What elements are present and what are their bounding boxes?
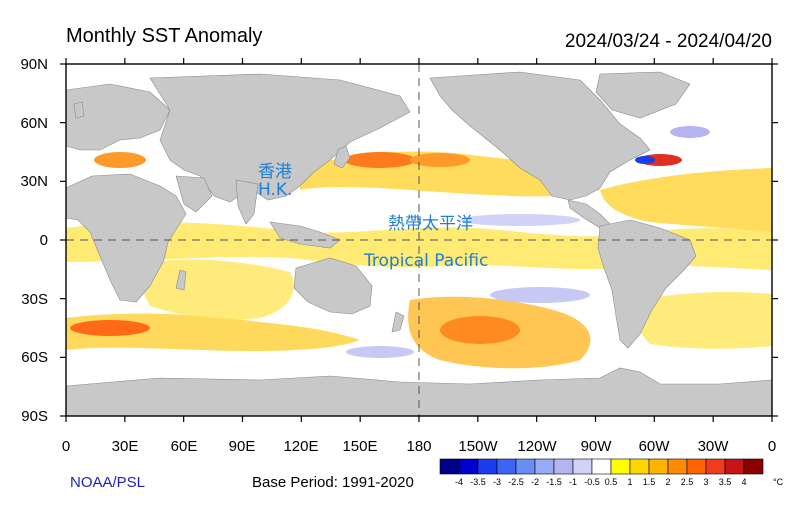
colorbar-swatch: [724, 458, 745, 475]
colorbar-tick-label: -1: [569, 477, 577, 487]
colorbar-tick-label: -4: [455, 477, 463, 487]
uk-land: [73, 101, 85, 119]
colorbar-swatch: [553, 458, 574, 475]
colorbar-tick-label: -1.5: [546, 477, 562, 487]
x-tick-label: 60E: [171, 438, 198, 455]
colorbar-swatch: [515, 458, 536, 475]
tick-marks: [60, 58, 778, 422]
south-pacific-hotspot: [440, 316, 520, 344]
new-zealand-land: [391, 311, 405, 333]
colorbar-tick-label: -2: [531, 477, 539, 487]
colorbar-swatch: [572, 458, 593, 475]
north-pacific-hotspot: [410, 153, 470, 167]
x-tick-label: 30E: [112, 438, 139, 455]
land-masses: [66, 71, 772, 416]
colorbar-swatch: [743, 458, 764, 475]
japan-land: [333, 145, 351, 169]
india-land: [235, 179, 259, 225]
x-tick-label: 30W: [698, 438, 730, 455]
europe-land: [66, 83, 171, 151]
kuroshio-hotspot: [344, 152, 416, 168]
gulf-stream-cool: [635, 156, 655, 164]
x-tick-label: 90W: [581, 438, 613, 455]
colorbar-tick-label: -2.5: [508, 477, 524, 487]
colorbar-tick-label: 2: [665, 477, 670, 487]
y-tick-label: 30S: [21, 291, 48, 308]
x-tick-label: 150W: [458, 438, 498, 455]
colorbar-swatch: [610, 458, 631, 475]
colorbar-tick-label: -3: [493, 477, 501, 487]
y-tick-label: 60N: [20, 115, 48, 132]
colorbar-tick-label: 1.5: [643, 477, 656, 487]
greenland-land: [595, 71, 691, 119]
colorbar-tick-label: 4: [741, 477, 746, 487]
x-tick-label: 120E: [283, 438, 318, 455]
colorbar-tick-label: -3.5: [470, 477, 486, 487]
tropical-pacific-label-english: Tropical Pacific: [363, 251, 488, 271]
south-pacific-cool: [346, 346, 414, 358]
south-america-land: [597, 219, 697, 349]
x-tick-label: 0: [768, 438, 776, 455]
atlantic-warm-band: [600, 168, 772, 232]
x-tick-label: 90E: [229, 438, 256, 455]
colorbar-swatch: [686, 458, 707, 475]
colorbar: -4 -3.5 -3 -2.5 -2 -1.5 -1 -0.5 0.5 1 1.5 2 2.5 3 3.5 4…: [439, 458, 784, 487]
cool-anomaly-fields: [346, 126, 710, 358]
colorbar-swatch: [534, 458, 555, 475]
x-tick-label: 180: [406, 438, 431, 455]
labrador-cool: [670, 126, 710, 138]
colorbar-swatch: [667, 458, 688, 475]
maritime-continent-land: [269, 221, 341, 249]
colorbar-swatch: [648, 458, 669, 475]
colorbar-swatch: [496, 458, 517, 475]
colorbar-swatch: [705, 458, 726, 475]
equatorial-pacific-cool: [460, 214, 580, 226]
colorbar-tick-label: 2.5: [681, 477, 694, 487]
y-axis-labels: 90N 60N 30N 0 30S 60S 90S: [20, 56, 48, 425]
southeast-pacific-cool: [490, 287, 590, 303]
arabia-land: [175, 175, 213, 213]
colorbar-swatch: [439, 458, 460, 475]
colorbar-unit-label: °C: [773, 477, 784, 487]
colorbar-tick-label: 3: [703, 477, 708, 487]
colorbar-swatch: [458, 458, 479, 475]
south-atlantic-warm-band: [635, 292, 772, 349]
colorbar-swatch: [477, 458, 498, 475]
australia-land: [293, 257, 373, 315]
south-indian-hotspot: [70, 320, 150, 336]
credit-label: NOAA/PSL: [70, 474, 146, 491]
map-title: Monthly SST Anomaly: [66, 25, 263, 47]
colorbar-tick-label: 3.5: [719, 477, 732, 487]
base-period-label: Base Period: 1991-2020: [252, 474, 414, 491]
indian-ocean-warm-band: [142, 259, 294, 320]
date-range: 2024/03/24 - 2024/04/20: [564, 31, 772, 52]
colorbar-tick-label: -0.5: [584, 477, 600, 487]
colorbar-swatch: [591, 458, 612, 475]
x-axis-labels: 0 30E 60E 90E 120E 150E 180 150W 120W 90…: [62, 438, 776, 455]
x-tick-label: 0: [62, 438, 70, 455]
y-tick-label: 60S: [21, 349, 48, 366]
hk-label-english: H.K.: [258, 180, 292, 200]
x-tick-label: 60W: [639, 438, 671, 455]
y-tick-label: 30N: [20, 173, 48, 190]
y-tick-label: 90N: [20, 56, 48, 73]
x-tick-label: 120W: [517, 438, 557, 455]
colorbar-tick-label: 1: [627, 477, 632, 487]
mediterranean-hotspot: [94, 152, 146, 168]
colorbar-swatch: [629, 458, 650, 475]
tropical-pacific-label-chinese: 熱帶太平洋: [388, 214, 473, 234]
asia-land: [149, 73, 411, 203]
africa-land: [66, 173, 187, 303]
colorbar-tick-label: 0.5: [605, 477, 618, 487]
hk-label-chinese: 香港: [258, 162, 292, 182]
y-tick-label: 0: [40, 232, 48, 249]
madagascar-land: [175, 269, 187, 291]
y-tick-label: 90S: [21, 408, 48, 425]
north-america-land: [429, 71, 651, 201]
x-tick-label: 150E: [342, 438, 377, 455]
